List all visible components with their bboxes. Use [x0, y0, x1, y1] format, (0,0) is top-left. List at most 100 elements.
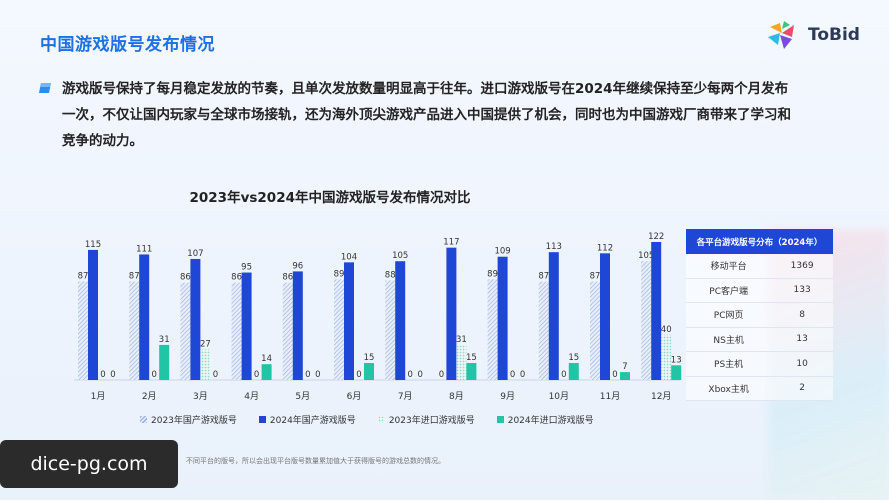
- x-tick-label: 9月: [500, 391, 515, 402]
- legend-item-2023-domestic: 2023年国产游戏版号: [140, 413, 237, 426]
- bar-2024-domestic: [497, 256, 508, 380]
- legend-item-2024-domestic: 2024年国产游戏版号: [258, 413, 356, 426]
- data-label: 0: [110, 370, 115, 380]
- x-tick-label: 7月: [398, 391, 413, 402]
- x-tick-label: 12月: [651, 391, 671, 402]
- bar-2023-domestic: [231, 282, 242, 380]
- bar-2024-domestic: [446, 247, 457, 380]
- page-title: 中国游戏版号发布情况: [40, 35, 215, 55]
- platform-count: 2: [771, 376, 833, 401]
- data-label: 0: [407, 370, 412, 380]
- data-label: 115: [85, 240, 101, 250]
- data-label: 40: [661, 325, 672, 335]
- bar-2023-domestic: [487, 279, 498, 380]
- bar-2023-domestic: [129, 281, 140, 380]
- platform-count: 13: [771, 327, 833, 352]
- bar-2023-domestic: [180, 282, 191, 380]
- bar-2024-import: [568, 363, 579, 380]
- bar-2024-domestic: [139, 254, 150, 380]
- bullet-icon: [39, 83, 51, 93]
- data-label: 111: [136, 244, 152, 254]
- platform-name: PC网页: [686, 302, 772, 328]
- platform-count: 1369: [771, 254, 833, 279]
- x-tick-label: 1月: [91, 391, 106, 402]
- bar-2024-domestic: [88, 249, 98, 380]
- data-label: 7: [622, 362, 627, 372]
- legend-item-2023-import: 2023年进口游戏版号: [377, 413, 475, 426]
- bar-2024-import: [159, 344, 170, 380]
- data-label: 86: [231, 273, 242, 283]
- platform-distribution-table: 各平台游戏版号分布（2024年） 移动平台 1369 PC客户端 133 PC网页 8…: [686, 229, 833, 401]
- data-label: 15: [364, 353, 375, 363]
- platform-name: Xbox主机: [686, 376, 772, 401]
- table-row: PS主机 10: [686, 351, 833, 377]
- bar-2024-import: [466, 363, 477, 380]
- watermark: dice-pg.com: [0, 440, 178, 488]
- platform-name: PC客户端: [686, 278, 772, 303]
- data-label: 89: [487, 269, 498, 279]
- data-label: 0: [439, 370, 444, 380]
- data-label: 122: [648, 232, 664, 242]
- table-row: 移动平台 1369: [686, 254, 833, 279]
- table-header: 各平台游戏版号分布（2024年）: [686, 229, 833, 254]
- bar-2024-domestic: [600, 253, 610, 380]
- legend-swatch: [140, 416, 147, 423]
- legend-swatch: [377, 416, 385, 423]
- x-tick-label: 6月: [347, 391, 362, 402]
- bar-2024-domestic: [292, 271, 303, 380]
- data-label: 0: [315, 370, 320, 380]
- data-label: 0: [612, 370, 617, 380]
- bar-2023-domestic: [282, 282, 293, 380]
- table-row: Xbox主机 2: [686, 376, 833, 401]
- legend-item-2024-import: 2024年进口游戏版号: [496, 413, 594, 426]
- legend-label: 2023年进口游戏版号: [388, 416, 475, 426]
- data-label: 87: [590, 272, 601, 282]
- data-label: 107: [187, 249, 203, 259]
- data-label: 15: [568, 353, 579, 363]
- x-tick-label: 8月: [449, 391, 464, 402]
- bar-2024-domestic: [190, 258, 201, 380]
- bar-2024-import: [261, 364, 272, 380]
- data-label: 0: [100, 370, 105, 380]
- data-label: 113: [546, 242, 562, 252]
- chart-title: 2023年vs2024年中国游戏版号发布情况对比: [189, 190, 471, 206]
- data-label: 0: [356, 370, 361, 380]
- data-label: 0: [254, 370, 259, 380]
- platform-name: 移动平台: [686, 254, 772, 279]
- tobid-logo-icon: [768, 21, 794, 49]
- legend-label: 2023年国产游戏版号: [151, 416, 237, 426]
- data-label: 86: [180, 273, 191, 283]
- bar-2023-import: [661, 334, 672, 380]
- x-tick-label: 10月: [549, 391, 569, 402]
- bar-2023-domestic: [78, 281, 88, 380]
- data-label: 87: [129, 272, 140, 282]
- data-label: 88: [385, 270, 396, 280]
- bar-2024-import: [671, 365, 682, 380]
- bar-2024-domestic: [651, 242, 662, 380]
- platform-count: 133: [771, 278, 833, 303]
- data-label: 87: [538, 272, 549, 282]
- bar-2023-domestic: [590, 281, 600, 380]
- data-label: 15: [466, 353, 477, 363]
- bar-2024-import: [364, 363, 374, 380]
- legend-label: 2024年进口游戏版号: [507, 416, 594, 426]
- bar-2024-domestic: [548, 252, 559, 380]
- platform-count: 10: [771, 351, 833, 377]
- table-row: PC客户端 133: [686, 278, 833, 303]
- bar-2023-domestic: [385, 280, 396, 380]
- data-label: 0: [213, 370, 218, 380]
- data-label: 27: [200, 339, 211, 349]
- table-row: PC网页 8: [686, 302, 833, 328]
- data-label: 0: [305, 370, 310, 380]
- platform-name: PS主机: [686, 351, 772, 377]
- data-label: 31: [456, 335, 467, 345]
- data-label: 89: [334, 269, 345, 279]
- bar-2023-domestic: [334, 279, 344, 380]
- bar-2023-import: [200, 349, 211, 380]
- data-label: 117: [443, 238, 459, 248]
- data-label: 112: [597, 243, 613, 253]
- platform-count: 8: [771, 302, 833, 328]
- data-label: 105: [392, 251, 408, 261]
- data-label: 109: [494, 247, 510, 257]
